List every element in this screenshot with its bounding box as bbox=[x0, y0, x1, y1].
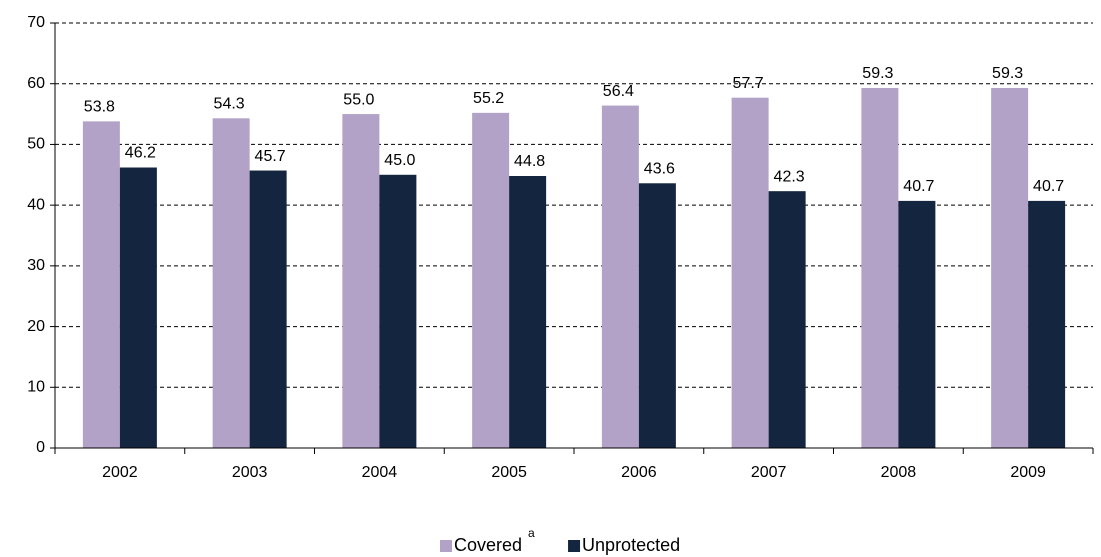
x-tick-label: 2006 bbox=[621, 464, 657, 481]
y-tick-label: 70 bbox=[27, 14, 45, 31]
value-label: 57.7 bbox=[733, 75, 764, 92]
bar bbox=[768, 191, 806, 448]
value-label: 55.2 bbox=[473, 90, 504, 107]
value-label: 55.0 bbox=[343, 91, 374, 108]
legend: Covered a Unprotected bbox=[440, 526, 680, 555]
bar bbox=[379, 174, 417, 449]
bar bbox=[472, 112, 510, 448]
value-label: 53.8 bbox=[84, 99, 115, 116]
value-label: 44.8 bbox=[514, 153, 545, 170]
x-tick-label: 2005 bbox=[491, 464, 527, 481]
bar bbox=[898, 200, 936, 448]
x-tick-label: 2007 bbox=[751, 464, 787, 481]
y-tick-label: 0 bbox=[36, 439, 45, 456]
value-label: 40.7 bbox=[1033, 178, 1064, 195]
bar bbox=[212, 118, 250, 449]
bar bbox=[731, 97, 769, 448]
value-label: 43.6 bbox=[644, 161, 675, 178]
x-tick-label: 2004 bbox=[362, 464, 398, 481]
y-tick-label: 10 bbox=[27, 379, 45, 396]
y-tick-label: 50 bbox=[27, 136, 45, 153]
bar bbox=[82, 121, 120, 448]
x-tick-label: 2008 bbox=[881, 464, 917, 481]
bar bbox=[119, 167, 157, 448]
y-tick-label: 60 bbox=[27, 75, 45, 92]
value-label: 56.4 bbox=[603, 83, 634, 100]
bar bbox=[638, 183, 676, 449]
y-tick-label: 40 bbox=[27, 196, 45, 213]
x-tick-label: 2002 bbox=[102, 464, 138, 481]
bar bbox=[509, 176, 547, 448]
bar bbox=[991, 87, 1029, 448]
y-tick-label: 30 bbox=[27, 257, 45, 274]
value-label: 42.3 bbox=[774, 168, 805, 185]
y-tick-label: 20 bbox=[27, 318, 45, 335]
x-tick-label: 2003 bbox=[232, 464, 268, 481]
value-label: 59.3 bbox=[992, 65, 1023, 82]
value-label: 54.3 bbox=[214, 96, 245, 113]
bar bbox=[342, 114, 380, 449]
bar bbox=[861, 87, 899, 448]
value-label: 59.3 bbox=[862, 65, 893, 82]
bar bbox=[249, 170, 287, 449]
legend-label: Covered bbox=[454, 535, 522, 555]
value-label: 40.7 bbox=[903, 178, 934, 195]
bar bbox=[601, 105, 639, 449]
legend-swatch bbox=[440, 540, 452, 552]
value-label: 45.0 bbox=[384, 152, 415, 169]
legend-label: Unprotected bbox=[582, 535, 680, 555]
value-label: 45.7 bbox=[255, 148, 286, 165]
bar bbox=[1028, 200, 1066, 448]
legend-superscript: a bbox=[528, 526, 535, 540]
value-label: 46.2 bbox=[125, 145, 156, 162]
legend-swatch bbox=[568, 540, 581, 552]
x-tick-label: 2009 bbox=[1010, 464, 1046, 481]
